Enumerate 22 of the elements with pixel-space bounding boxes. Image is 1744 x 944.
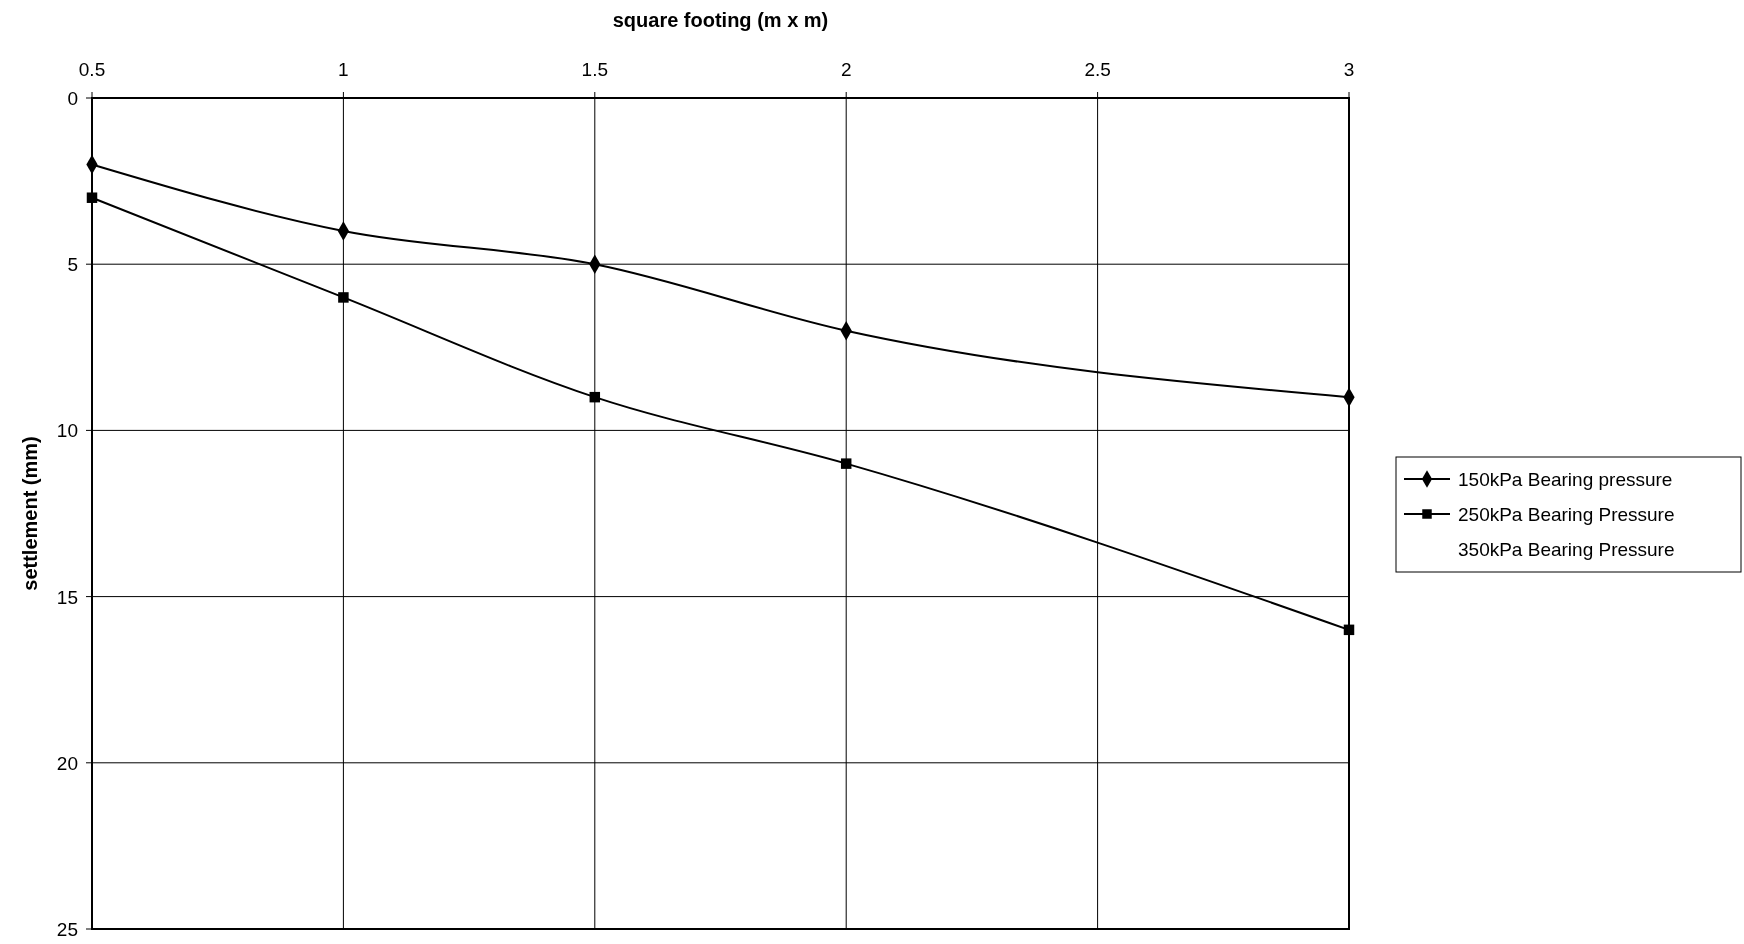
x-tick-label: 2.5 bbox=[1084, 59, 1111, 80]
legend-label: 250kPa Bearing Pressure bbox=[1458, 504, 1675, 525]
legend-label: 150kPa Bearing pressure bbox=[1458, 469, 1673, 490]
point bbox=[840, 458, 852, 469]
x-tick-label: 1 bbox=[338, 59, 349, 80]
y-tick-label: 20 bbox=[56, 752, 78, 774]
x-tick-label: 1.5 bbox=[581, 59, 609, 80]
y-tick-label: 0 bbox=[67, 88, 78, 109]
point bbox=[1343, 624, 1355, 636]
point bbox=[86, 192, 98, 203]
x-tick-label: 2 bbox=[840, 59, 852, 80]
y-tick-label: 10 bbox=[56, 420, 78, 442]
x-tick-label: 0.5 bbox=[78, 59, 106, 80]
y-tick-label: 15 bbox=[56, 586, 78, 608]
text: 350kPa Bearing Pressure bbox=[1458, 539, 1675, 560]
y-axis-title: settlement (mm) bbox=[19, 436, 41, 591]
point bbox=[589, 391, 601, 403]
x-axis-title: square footing (m x m) bbox=[612, 9, 829, 31]
point bbox=[338, 292, 349, 303]
y-tick-label: 5 bbox=[67, 254, 78, 276]
y-tick-label: 25 bbox=[56, 919, 78, 940]
x-tick-label: 3 bbox=[1343, 59, 1355, 80]
